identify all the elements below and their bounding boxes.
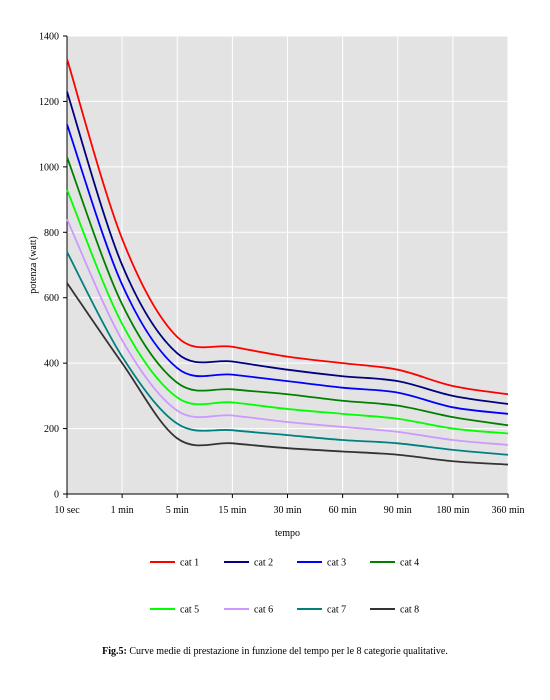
y-tick-label: 1400 [39, 32, 59, 43]
x-tick-label: 180 min [436, 505, 469, 516]
series-line-cat-5 [66, 189, 509, 435]
series-line-cat-2 [66, 91, 509, 405]
x-tick-label: 10 sec [54, 505, 80, 516]
series-line-cat-3 [66, 124, 509, 415]
x-tick-label: 30 min [273, 505, 301, 516]
x-tick-label: 60 min [329, 505, 357, 516]
legend-label: cat 6 [254, 605, 273, 616]
y-tick-label: 400 [44, 359, 59, 370]
x-tick-label: 90 min [384, 505, 412, 516]
series-line-cat-1 [66, 58, 509, 396]
legend-label: cat 5 [180, 605, 199, 616]
y-tick-label: 600 [44, 293, 59, 304]
y-tick-label: 1000 [39, 162, 59, 173]
legend-item: cat 2 [224, 558, 273, 569]
legend-label: cat 2 [254, 558, 273, 569]
grid-lines [67, 35, 509, 495]
legend-item: cat 6 [224, 605, 273, 616]
axes: 0 200 400 600 800 1000 1200 1400 10 sec 1 min 5 mi… [39, 32, 525, 517]
legend-item: cat 5 [150, 605, 199, 616]
x-tick-label: 360 min [491, 505, 524, 516]
legend-label: cat 1 [180, 558, 199, 569]
legend-label: cat 7 [327, 605, 346, 616]
series-line-cat-7 [66, 251, 509, 456]
legend-item: cat 1 [150, 558, 199, 569]
y-tick-label: 800 [44, 228, 59, 239]
caption-label: Fig.5: [102, 646, 127, 657]
chart: 0 200 400 600 800 1000 1200 1400 10 sec 1 min 5 mi… [28, 32, 525, 616]
legend-item: cat 8 [370, 605, 419, 616]
y-tick-label: 0 [54, 490, 59, 501]
x-tick-label: 1 min [111, 505, 134, 516]
y-tick-label: 1200 [39, 97, 59, 108]
x-tick-label: 15 min [218, 505, 246, 516]
legend-label: cat 8 [400, 605, 419, 616]
legend: cat 1 cat 2 cat 3 cat 4 cat 5 cat 6 cat 7 cat 8 [150, 558, 419, 616]
x-tick-label: 5 min [166, 505, 189, 516]
legend-item: cat 3 [297, 558, 346, 569]
y-axis-title: potenza (watt) [28, 236, 39, 293]
series-line-cat-8 [66, 282, 509, 466]
series-lines [66, 58, 509, 466]
legend-label: cat 3 [327, 558, 346, 569]
x-axis-title: tempo [275, 528, 300, 539]
legend-item: cat 7 [297, 605, 346, 616]
legend-label: cat 4 [400, 558, 419, 569]
figure-caption: Fig.5: Curve medie di prestazione in fun… [0, 646, 550, 657]
caption-text: Curve medie di prestazione in funzione d… [126, 646, 448, 657]
series-line-cat-6 [66, 218, 509, 446]
series-line-cat-4 [66, 156, 509, 427]
legend-item: cat 4 [370, 558, 419, 569]
y-tick-label: 200 [44, 424, 59, 435]
